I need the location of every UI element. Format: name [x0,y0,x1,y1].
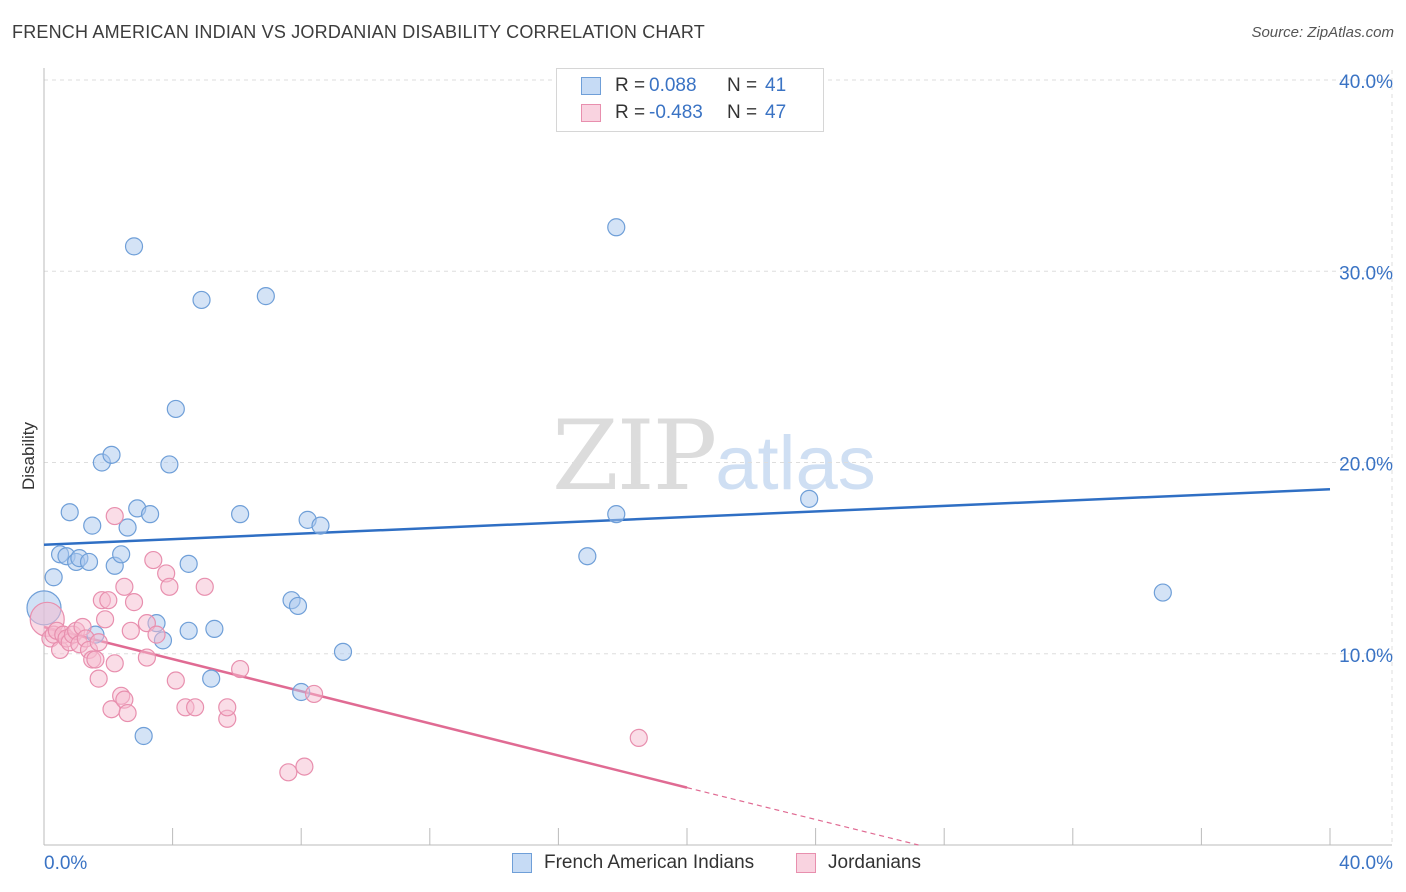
point-french-american-indians [140,505,160,524]
point-french-american-indians [311,516,330,535]
point-french-american-indians [231,505,250,524]
point-jordanians [99,591,118,610]
point-french-american-indians [102,445,121,464]
legend-n-label: N = [727,102,758,123]
point-french-american-indians [578,547,597,566]
point-french-american-indians [192,290,211,310]
axes [43,68,1392,846]
legend-swatch-blue [581,77,601,95]
watermark: ZIPatlas [552,400,876,512]
point-jordanians [105,654,124,673]
point-french-american-indians [83,516,102,535]
series-swatch-pink [796,853,816,873]
point-french-american-indians [288,596,308,616]
point-jordanians [121,621,140,640]
point-french-american-indians [202,669,221,688]
legend-r-label: R = [615,102,646,123]
point-jordanians [304,684,324,704]
series-swatch-blue [512,853,532,873]
point-jordanians [95,610,115,629]
point-jordanians [279,763,298,782]
y-tick-label: 40.0% [1339,72,1393,93]
legend-row-jordanians: R = -0.483 N = 47 [581,101,786,125]
series-legend-label: French American Indians [544,852,755,873]
chart-title: FRENCH AMERICAN INDIAN VS JORDANIAN DISA… [12,22,705,42]
point-jordanians [89,633,108,652]
point-french-american-indians [179,621,198,640]
x-tick-label: 40.0% [1339,853,1393,874]
grid-lines [44,70,1393,845]
point-french-american-indians [205,619,224,638]
point-french-american-indians [60,503,79,522]
point-jordanians [105,506,124,526]
legend-n-value: 41 [765,75,787,96]
series-legend-label: Jordanians [828,852,921,873]
point-jordanians [115,577,134,596]
point-french-american-indians [124,237,144,256]
correlation-legend: R = 0.088 N = 41 R = -0.483 N = 47 [556,68,824,132]
point-french-american-indians [800,489,819,508]
point-french-american-indians [160,455,179,474]
y-tick-label: 30.0% [1339,263,1393,284]
y-tick-label: 20.0% [1339,455,1393,476]
y-tick-label: 10.0% [1339,646,1393,667]
legend-swatch-pink [581,104,601,122]
source-label: Source: ZipAtlas.com [1251,24,1394,41]
point-jordanians [166,671,185,690]
point-jordanians [295,757,314,776]
x-tick-label: 0.0% [44,853,87,874]
legend-row-french-american-indians: R = 0.088 N = 41 [581,74,786,98]
trend-line-jordanians [43,625,688,789]
point-jordanians [186,698,205,717]
y-axis-label: Disability [19,421,38,490]
point-french-american-indians [179,554,198,573]
series-legend-item-jordanians: Jordanians [796,852,921,874]
axis-labels: 10.0% 20.0% 30.0% 40.0% 0.0% 40.0% Disability [19,72,1393,874]
point-jordanians [195,577,214,596]
point-french-american-indians [44,568,63,587]
point-french-american-indians [134,726,153,746]
point-french-american-indians [607,218,626,237]
point-jordanians [124,593,144,612]
point-french-american-indians [256,287,275,306]
point-jordanians [118,703,137,723]
point-french-american-indians [118,518,137,537]
legend-n-value: 47 [765,102,787,123]
point-french-american-indians [333,642,353,661]
point-jordanians [629,728,648,748]
point-jordanians [137,648,156,667]
point-french-american-indians [79,552,99,572]
legend-r-label: R = [615,75,646,96]
legend-r-value: -0.483 [649,102,703,123]
series-legend: French American Indians Jordanians [0,852,1406,876]
watermark-zip: ZIP [552,400,717,512]
point-jordanians [160,577,179,596]
point-jordanians [147,625,166,644]
trend-line-french-american-indians [43,488,1331,546]
point-french-american-indians [166,399,185,419]
point-jordanians [231,659,250,679]
point-french-american-indians [1153,583,1172,602]
point-jordanians [144,550,163,570]
watermark-atlas: atlas [715,421,876,506]
point-french-american-indians [112,545,131,564]
data-points [26,218,1172,782]
point-jordanians [86,650,105,669]
point-jordanians [89,669,108,688]
trend-line-jordanians-extension [686,787,919,846]
series-legend-item-french-american-indians: French American Indians [512,852,754,874]
point-jordanians [218,698,237,717]
legend-n-label: N = [727,75,758,96]
point-french-american-indians [607,505,626,524]
legend-r-value: 0.088 [649,75,697,96]
